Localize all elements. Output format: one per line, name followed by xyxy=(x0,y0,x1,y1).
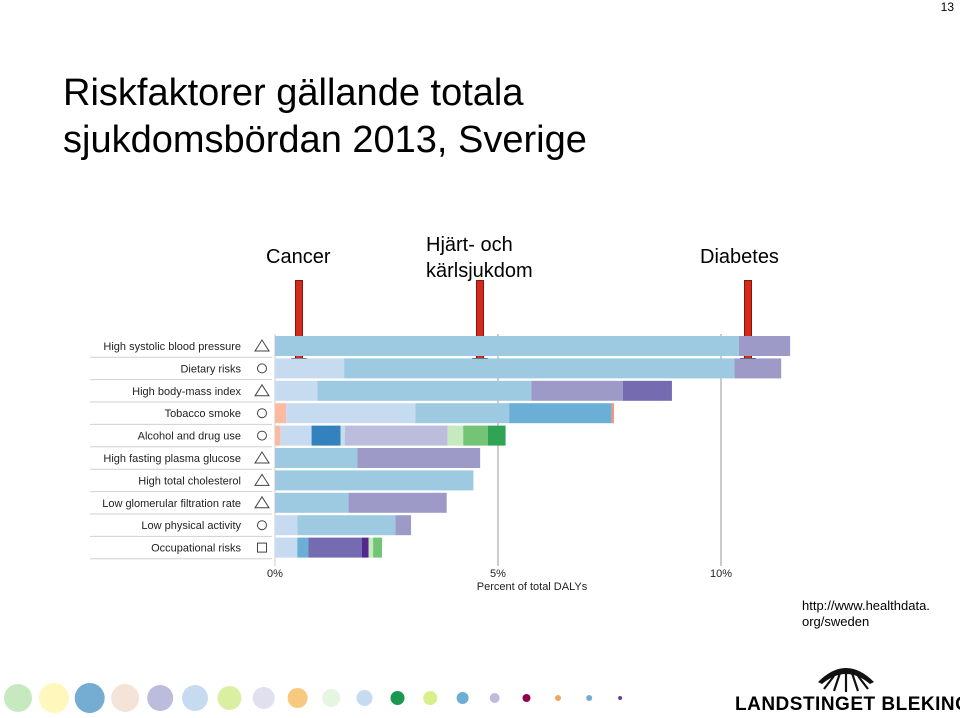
triangle-symbol xyxy=(254,383,270,397)
decorative-dot xyxy=(555,695,561,701)
bar-segment xyxy=(622,380,672,401)
decorative-dot xyxy=(147,685,174,711)
circle-symbol xyxy=(257,430,267,441)
diabetes-label: Diabetes xyxy=(700,246,779,268)
x-tick-label: 5% xyxy=(490,568,506,580)
source-url-line-2[interactable]: org/sweden xyxy=(802,614,870,629)
bar-segment xyxy=(357,448,481,468)
bar-segment xyxy=(275,492,349,513)
decorative-dot xyxy=(182,685,208,711)
bar-segment xyxy=(447,425,464,446)
logo-text: LANDSTINGET BLEKINGE xyxy=(735,694,960,715)
bar-segment xyxy=(395,515,412,536)
decorative-dot xyxy=(522,694,531,702)
page-number: 13 xyxy=(940,0,954,14)
bar-segment xyxy=(340,425,346,446)
cvd-label-line-1: Hjärt- och xyxy=(426,234,513,256)
category-label: High systolic blood pressure xyxy=(103,341,241,353)
decorative-dots xyxy=(4,683,623,713)
decorative-dot xyxy=(356,690,373,706)
circle-symbol xyxy=(257,363,267,374)
square-symbol xyxy=(257,542,267,553)
decorative-dot xyxy=(217,686,242,710)
bar-segment xyxy=(415,403,510,424)
decorative-dot xyxy=(489,693,500,703)
triangle-symbol xyxy=(254,473,270,486)
cvd-label-line-2: kärlsjukdom xyxy=(426,260,533,282)
category-label: Occupational risks xyxy=(151,543,241,555)
bar-segment xyxy=(286,403,416,424)
decorative-dot xyxy=(423,691,438,705)
decorative-dot xyxy=(4,684,32,712)
decorative-dot xyxy=(74,683,105,713)
bar-segment xyxy=(463,425,488,446)
category-label: Tobacco smoke xyxy=(165,408,241,420)
decorative-dot xyxy=(322,689,341,707)
bar-segment xyxy=(509,403,612,424)
bar-segment xyxy=(368,537,374,558)
cancer-label: Cancer xyxy=(266,246,331,268)
title-line-2: sjukdomsbördan 2013, Sverige xyxy=(63,119,587,161)
bar-segment xyxy=(308,537,362,558)
bar-segment xyxy=(275,358,345,379)
x-tick-label: 10% xyxy=(710,568,732,580)
category-label: Low glomerular filtration rate xyxy=(102,498,241,510)
source-url-line-1[interactable]: http://www.healthdata. xyxy=(802,598,930,613)
bar-segment xyxy=(311,425,341,446)
bar-segment xyxy=(373,537,383,558)
category-label: Dietary risks xyxy=(180,363,241,375)
source-url[interactable]: http://www.healthdata. org/sweden xyxy=(802,598,930,630)
bar-segment xyxy=(487,425,506,446)
bar-segment xyxy=(738,336,791,356)
bar-segment xyxy=(275,336,739,356)
decorative-dot xyxy=(618,696,623,700)
bar-segment xyxy=(275,448,358,468)
bar-segment xyxy=(275,515,298,536)
bar-segment xyxy=(280,425,312,446)
bar-segment xyxy=(275,380,318,401)
bar-segment xyxy=(344,358,735,379)
logo-emblem-icon xyxy=(818,668,874,692)
bar-segment xyxy=(275,470,474,491)
bar-segment xyxy=(275,403,287,424)
bar-segment xyxy=(531,380,623,401)
triangle-symbol xyxy=(254,339,270,352)
bar-segment xyxy=(317,380,532,401)
category-label: High total cholesterol xyxy=(138,475,241,487)
bar-segment xyxy=(734,358,782,379)
x-tick-label: 0% xyxy=(267,568,283,580)
bar-segment xyxy=(348,492,447,513)
bar-segment xyxy=(275,537,298,558)
decorative-dot xyxy=(586,695,593,701)
category-label: Low physical activity xyxy=(141,520,241,532)
bar-segment xyxy=(361,537,369,558)
decorative-dot xyxy=(252,687,275,709)
title-line-1: Riskfaktorer gällande totala xyxy=(63,72,524,114)
category-label: High fasting plasma glucose xyxy=(103,453,241,465)
cvd-label: Hjärt- och kärlsjukdom xyxy=(426,232,533,284)
triangle-symbol xyxy=(254,451,270,464)
circle-symbol xyxy=(257,408,267,419)
page-title: Riskfaktorer gällande totala sjukdomsbör… xyxy=(63,70,587,164)
bar-segment xyxy=(611,403,614,424)
bar-segment xyxy=(297,515,396,536)
bar-segment xyxy=(297,537,309,558)
category-label: High body-mass index xyxy=(132,386,241,398)
decorative-dot xyxy=(287,688,308,708)
bar-segment xyxy=(275,425,281,446)
decorative-dot xyxy=(39,683,69,713)
x-axis-label: Percent of total DALYs xyxy=(477,581,588,593)
decorative-dot xyxy=(111,684,140,712)
circle-symbol xyxy=(257,520,267,531)
decorative-dot xyxy=(456,692,469,704)
decorative-dot xyxy=(390,691,405,705)
category-label: Alcohol and drug use xyxy=(138,431,241,443)
bar-segment xyxy=(345,425,448,446)
triangle-symbol xyxy=(254,495,270,509)
